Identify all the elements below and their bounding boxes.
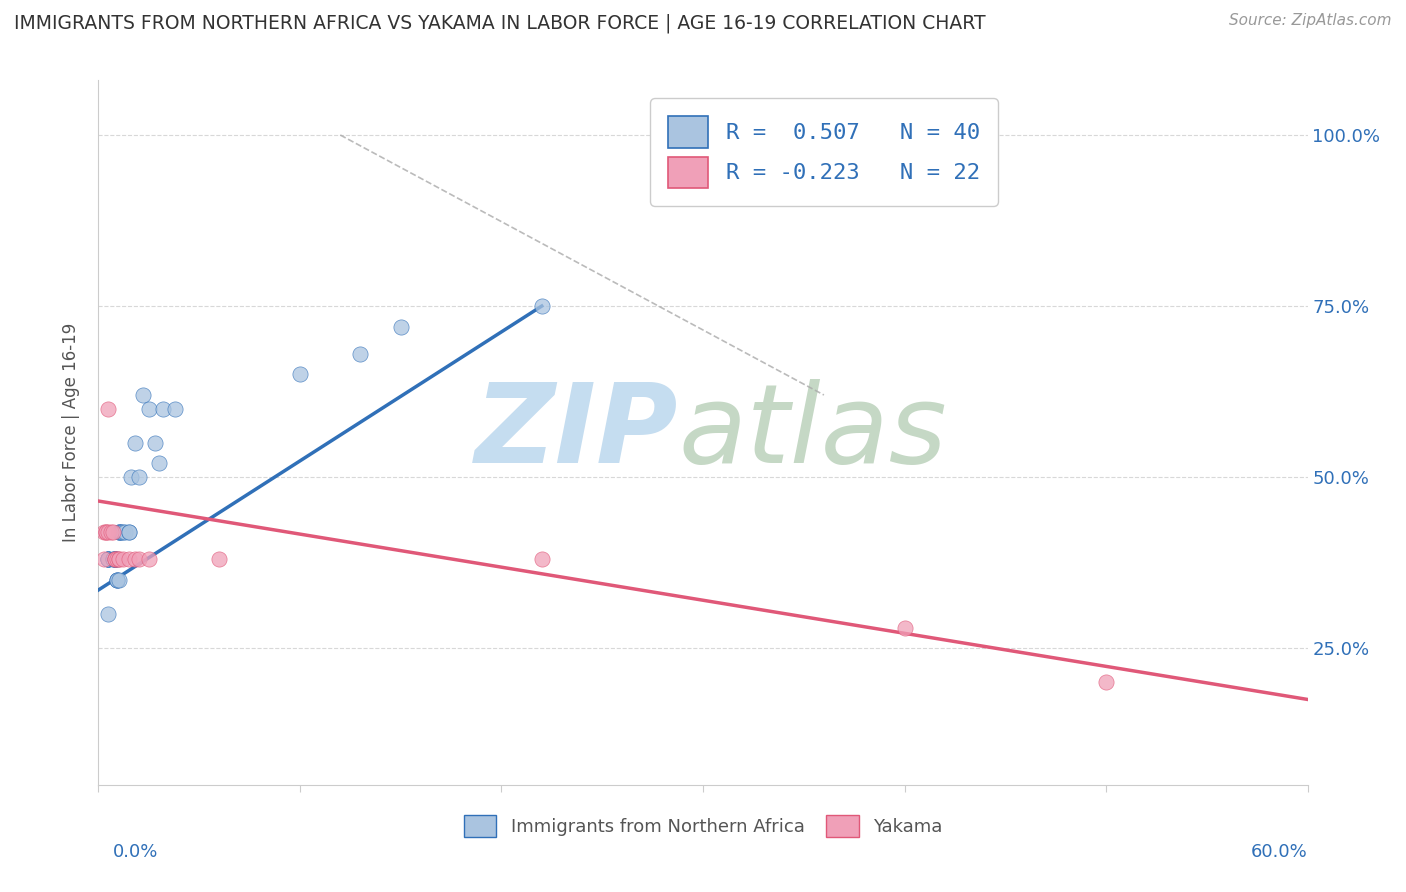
Point [107, 524, 129, 539]
Point [103, 552, 125, 566]
Point [138, 401, 160, 416]
Point [107, 552, 129, 566]
Text: atlas: atlas [679, 379, 948, 486]
Point [120, 470, 142, 484]
Point [118, 524, 141, 539]
Point [97, 552, 120, 566]
Point [114, 524, 136, 539]
Point [103, 552, 125, 566]
Text: Source: ZipAtlas.com: Source: ZipAtlas.com [1229, 13, 1392, 29]
Point [893, 621, 915, 635]
Point [132, 388, 155, 402]
Point [530, 552, 553, 566]
Point [152, 401, 174, 416]
Point [103, 552, 125, 566]
Point [97, 607, 120, 621]
Point [101, 552, 124, 566]
Point [143, 436, 166, 450]
Point [128, 552, 150, 566]
Point [103, 552, 125, 566]
Point [128, 470, 150, 484]
Point [111, 552, 134, 566]
Point [389, 319, 412, 334]
Point [124, 552, 146, 566]
Point [105, 573, 128, 587]
Point [103, 552, 125, 566]
Point [118, 552, 141, 566]
Point [208, 552, 231, 566]
Legend: Immigrants from Northern Africa, Yakama: Immigrants from Northern Africa, Yakama [454, 806, 952, 847]
Point [124, 436, 146, 450]
Point [105, 552, 128, 566]
Point [97, 552, 120, 566]
Point [148, 457, 170, 471]
Point [103, 552, 125, 566]
Point [93, 552, 115, 566]
Point [97, 401, 120, 416]
Point [97, 552, 120, 566]
Point [138, 552, 160, 566]
Text: IMMIGRANTS FROM NORTHERN AFRICA VS YAKAMA IN LABOR FORCE | AGE 16-19 CORRELATION: IMMIGRANTS FROM NORTHERN AFRICA VS YAKAM… [14, 13, 986, 33]
Point [110, 524, 132, 539]
Point [101, 552, 124, 566]
Point [97, 552, 120, 566]
Point [107, 524, 129, 539]
Point [163, 401, 186, 416]
Point [96, 524, 118, 539]
Text: 60.0%: 60.0% [1251, 843, 1308, 861]
Point [349, 347, 371, 361]
Point [101, 524, 124, 539]
Point [110, 524, 132, 539]
Point [96, 524, 118, 539]
Point [107, 573, 129, 587]
Point [118, 524, 141, 539]
Point [288, 368, 311, 382]
Point [530, 299, 553, 313]
Point [97, 524, 120, 539]
Text: ZIP: ZIP [475, 379, 679, 486]
Point [105, 552, 128, 566]
Point [97, 552, 120, 566]
Point [105, 573, 128, 587]
Y-axis label: In Labor Force | Age 16-19: In Labor Force | Age 16-19 [62, 323, 80, 542]
Text: 0.0%: 0.0% [112, 843, 157, 861]
Point [1095, 675, 1118, 690]
Point [107, 552, 129, 566]
Point [100, 524, 122, 539]
Point [813, 128, 835, 142]
Point [105, 573, 128, 587]
Point [107, 524, 129, 539]
Point [111, 524, 134, 539]
Point [93, 524, 115, 539]
